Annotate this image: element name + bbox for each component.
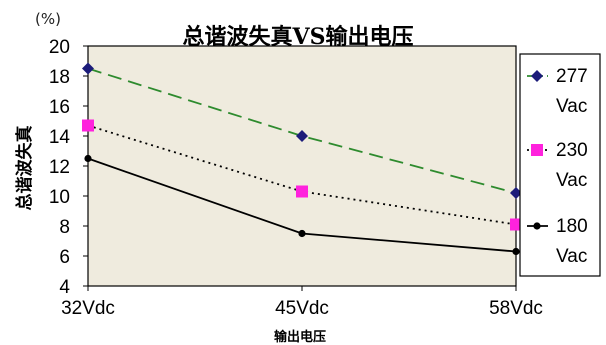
y-tick-label: 14	[49, 127, 71, 148]
legend-label-value: 277	[556, 66, 588, 87]
data-point	[82, 62, 94, 75]
y-tick-label: 4	[59, 277, 70, 298]
legend-marker	[531, 144, 543, 156]
data-point	[298, 229, 306, 238]
data-point	[512, 247, 520, 256]
x-tick-label: 32Vdc	[61, 298, 115, 319]
data-point	[82, 119, 94, 132]
data-point	[510, 218, 522, 231]
legend-label-value: 230	[556, 140, 588, 161]
x-tick-label: 45Vdc	[275, 298, 329, 319]
data-point	[84, 154, 92, 163]
y-tick-label: 12	[49, 157, 70, 178]
data-point	[296, 185, 308, 198]
y-tick-label: 18	[49, 67, 70, 88]
y-tick-label: 10	[49, 187, 70, 208]
legend-label-value: 180	[556, 216, 588, 237]
data-point	[510, 187, 522, 199]
legend-box	[519, 53, 601, 277]
y-tick-label: 6	[59, 247, 70, 268]
plot-area	[87, 45, 517, 287]
series-line-277-vac	[87, 67, 517, 194]
data-point	[296, 130, 308, 142]
legend-label-unit: Vac	[556, 170, 587, 191]
y-tick-label: 20	[49, 37, 70, 58]
y-axis: 4 6 8 10 12 14 16 18 20	[49, 37, 88, 298]
legend: 277 Vac 230 Vac 180 Vac	[527, 66, 588, 267]
y-tick-label: 16	[49, 97, 70, 118]
legend-marker	[531, 70, 543, 82]
x-axis-label: 输出电压	[274, 329, 326, 345]
x-tick-label: 58Vdc	[489, 298, 543, 319]
x-axis: 32Vdc 45Vdc 58Vdc	[61, 286, 543, 319]
y-axis-label: 总谐波失真	[14, 126, 35, 211]
legend-marker	[533, 222, 541, 230]
y-tick-label: 8	[59, 217, 70, 238]
legend-label-unit: Vac	[556, 246, 587, 267]
y-unit-label: (%)	[35, 10, 61, 28]
legend-label-unit: Vac	[556, 96, 587, 117]
series-markers	[82, 62, 522, 256]
